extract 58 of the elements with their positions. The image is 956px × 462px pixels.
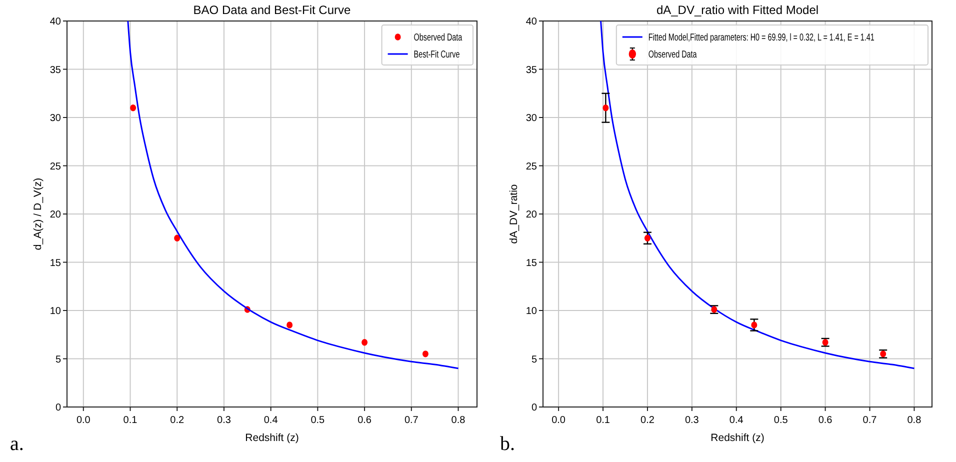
y-tick-label: 5 [531,354,538,366]
chart-title: BAO Data and Best-Fit Curve [193,3,352,17]
legend-label: Fitted Model,Fitted parameters: H0 = 69.99, l = 0.32, L = 1.41, E = 1.41 [648,31,875,43]
x-tick-label: 0.1 [596,415,610,426]
y-tick-label: 40 [50,16,62,28]
x-tick-label: 0.0 [552,415,566,426]
x-tick-label: 0.3 [217,415,232,426]
x-tick-label: 0.7 [404,415,419,426]
y-tick-label: 5 [55,354,62,366]
point [422,350,428,358]
x-axis-title: Redshift (z) [710,432,764,444]
x-tick-label: 0.6 [818,415,833,426]
y-tick-label: 25 [50,161,62,172]
point [880,350,886,358]
y-tick-label: 40 [526,16,538,28]
y-tick-label: 35 [50,64,62,76]
x-tick-label: 0.2 [640,415,655,426]
x-tick-label: 0.5 [310,415,326,426]
x-tick-label: 0.3 [684,415,700,426]
legend-label: Best-Fit Curve [414,48,460,60]
point [602,104,609,112]
legend-label: Observed Data [414,31,462,43]
y-tick-label: 15 [526,258,538,269]
x-axis-title: Redshift (z) [245,432,299,444]
y-tick-label: 10 [50,306,62,317]
y-axis-title: dA_DV_ratio [508,184,520,244]
point [286,322,293,328]
y-tick-label: 10 [526,306,538,317]
x-tick-label: 0.4 [264,415,278,426]
y-tick-label: 30 [526,113,538,124]
x-tick-label: 0.0 [76,415,91,426]
point [174,234,180,242]
point [130,104,136,112]
y-axis-title: d_A(z) / D_V(z) [32,178,44,250]
y-tick-label: 25 [526,161,538,172]
x-tick-label: 0.8 [451,415,466,426]
y-tick-label: 0 [55,402,62,414]
y-tick-label: 20 [526,210,538,220]
y-tick-label: 15 [50,258,62,269]
chart-title: dA_DV_ratio with Fitted Model [656,3,819,17]
y-tick-label: 0 [531,402,538,414]
y-tick-label: 20 [50,210,62,220]
legend-label: Observed Data [648,48,697,60]
x-tick-label: 0.1 [123,415,138,426]
x-tick-label: 0.2 [170,415,184,426]
x-tick-label: 0.5 [774,415,788,426]
x-tick-label: 0.8 [907,415,922,426]
point [644,234,650,242]
line-series [600,21,915,370]
point [362,338,368,346]
x-tick-label: 0.4 [729,415,744,426]
text: a. [10,433,24,455]
point [751,322,758,328]
x-tick-label: 0.6 [358,415,372,426]
x-tick-label: 0.7 [862,415,878,426]
y-tick-label: 35 [526,64,538,76]
y-tick-label: 30 [50,113,62,124]
text: b. [500,433,515,455]
